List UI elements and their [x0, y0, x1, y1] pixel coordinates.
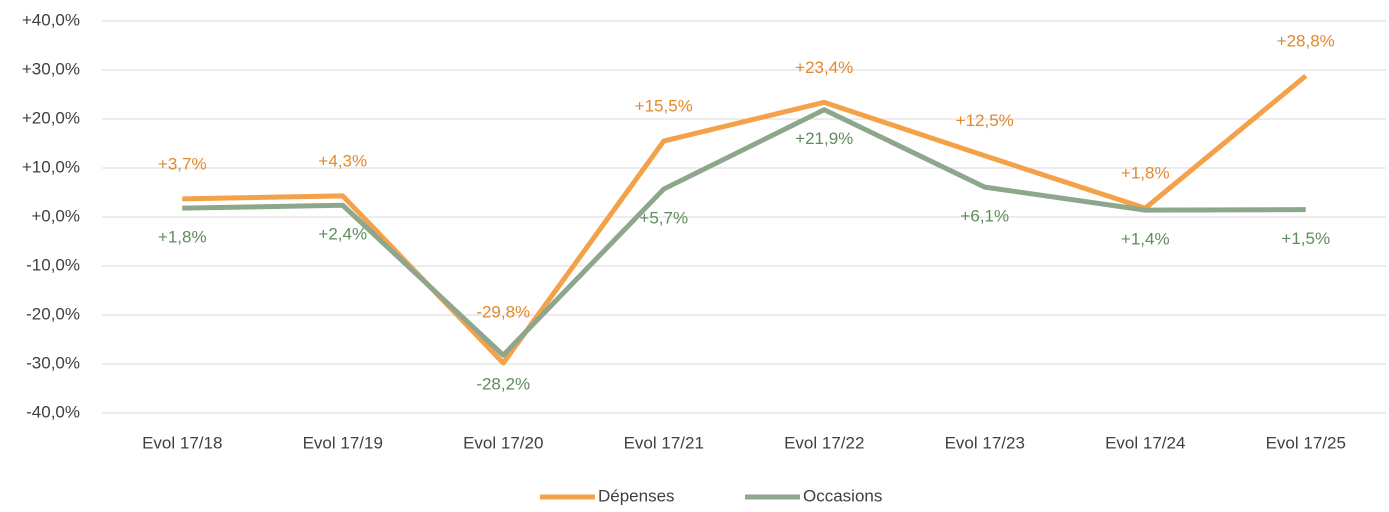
x-tick-label: Evol 17/24 — [1105, 433, 1185, 452]
y-tick-label: +40,0% — [22, 10, 80, 29]
x-tick-label: Evol 17/23 — [945, 433, 1025, 452]
data-label: +6,1% — [960, 207, 1009, 226]
y-tick-label: -10,0% — [26, 255, 80, 274]
x-tick-label: Evol 17/22 — [784, 433, 864, 452]
data-label: +1,5% — [1281, 229, 1330, 248]
y-tick-label: +10,0% — [22, 157, 80, 176]
y-tick-label: -20,0% — [26, 304, 80, 323]
data-label: +23,4% — [795, 58, 853, 77]
y-tick-label: -30,0% — [26, 353, 80, 372]
y-tick-label: +20,0% — [22, 108, 80, 127]
data-label: +1,8% — [1121, 164, 1170, 183]
x-tick-label: Evol 17/25 — [1266, 433, 1346, 452]
data-label: +1,4% — [1121, 230, 1170, 249]
data-label: +1,8% — [158, 228, 207, 247]
series-line — [182, 73, 1308, 366]
x-tick-label: Evol 17/19 — [303, 433, 383, 452]
data-label: -28,2% — [476, 375, 530, 394]
y-tick-label: +0,0% — [31, 206, 80, 225]
x-tick-label: Evol 17/21 — [624, 433, 704, 452]
y-tick-label: +30,0% — [22, 59, 80, 78]
series-line — [182, 107, 1306, 358]
legend-label: Dépenses — [598, 486, 675, 505]
x-tick-label: Evol 17/20 — [463, 433, 543, 452]
data-label: +4,3% — [318, 151, 367, 170]
y-tick-label: -40,0% — [26, 402, 80, 421]
data-label: +5,7% — [639, 209, 688, 228]
data-label: +28,8% — [1277, 31, 1335, 50]
x-tick-label: Evol 17/18 — [142, 433, 222, 452]
data-label: +21,9% — [795, 129, 853, 148]
data-label: +15,5% — [635, 97, 693, 116]
data-label: +12,5% — [956, 111, 1014, 130]
data-label: +2,4% — [318, 225, 367, 244]
data-label: +3,7% — [158, 154, 207, 173]
data-label: -29,8% — [476, 303, 530, 322]
legend-label: Occasions — [803, 486, 882, 505]
